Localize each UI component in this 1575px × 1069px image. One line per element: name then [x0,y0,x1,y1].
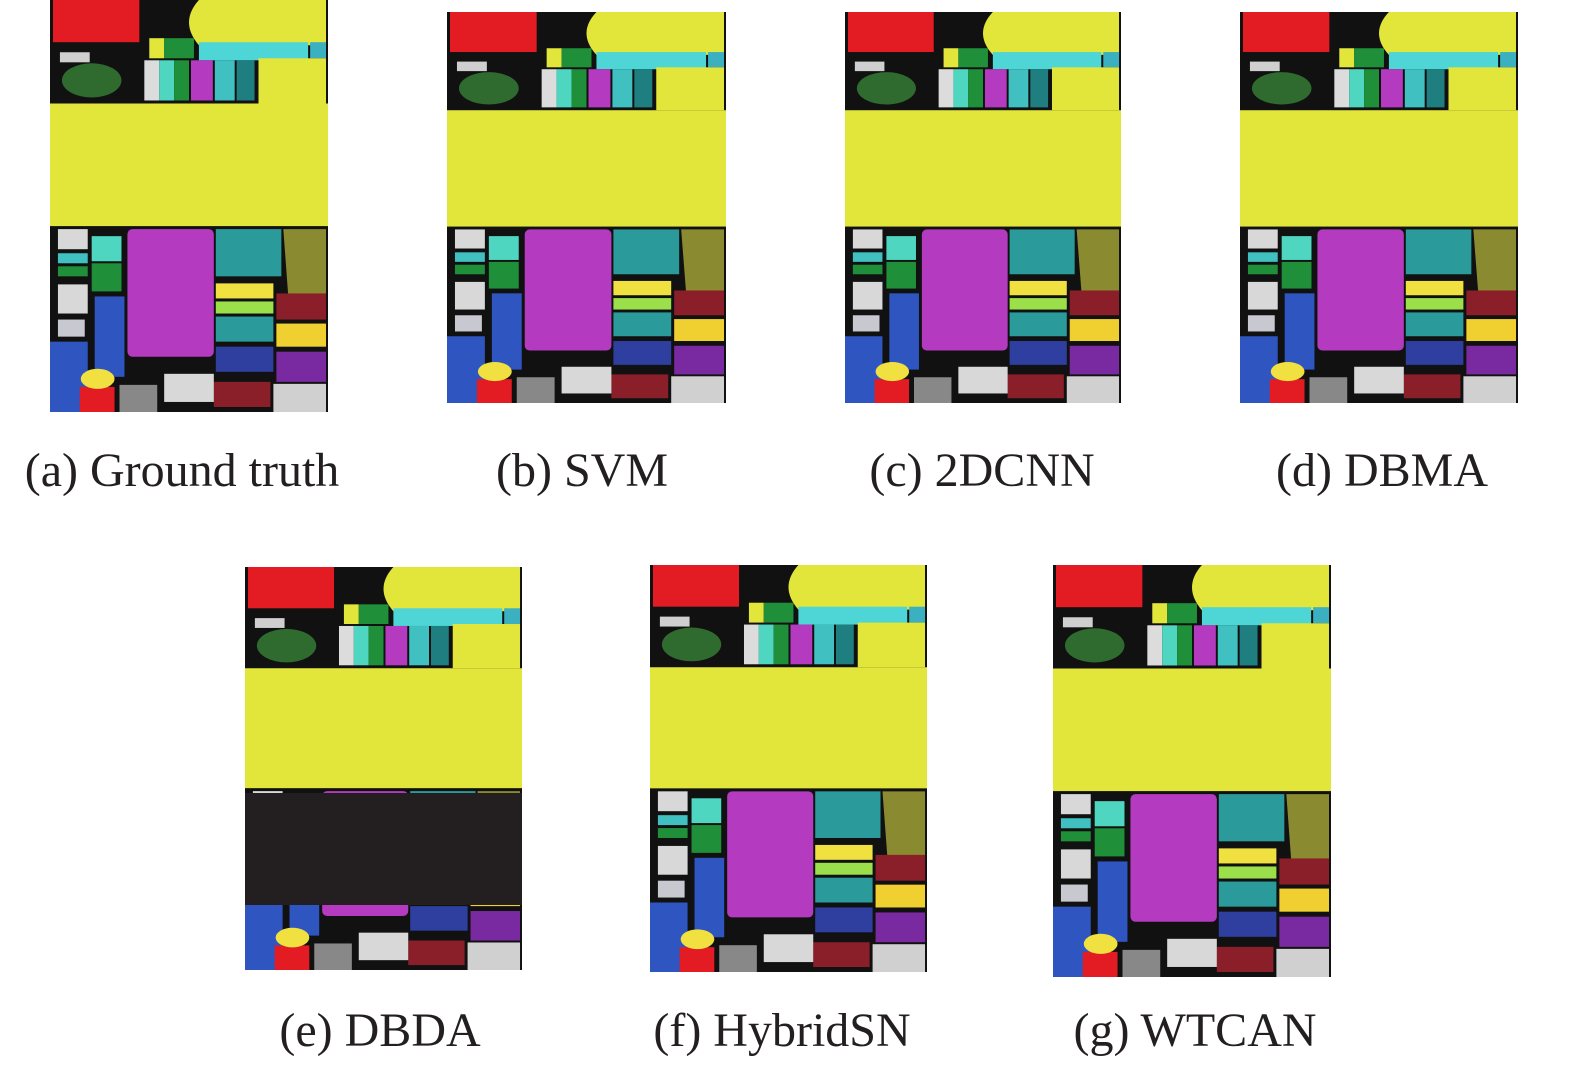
classification-map [650,565,927,972]
caption: (a) Ground truth [25,444,340,497]
classification-map [245,567,522,970]
caption: (f) HybridSN [653,1004,910,1057]
occlusion-box [245,793,522,905]
caption: (c) 2DCNN [869,444,1094,497]
caption: (d) DBMA [1276,444,1488,497]
classification-map [447,12,726,403]
classification-map [50,0,328,412]
classification-map [1053,565,1331,977]
caption: (g) WTCAN [1073,1004,1316,1057]
classification-map [1240,12,1518,403]
classification-map [845,12,1121,403]
caption: (b) SVM [496,444,668,497]
caption: (e) DBDA [279,1004,481,1057]
